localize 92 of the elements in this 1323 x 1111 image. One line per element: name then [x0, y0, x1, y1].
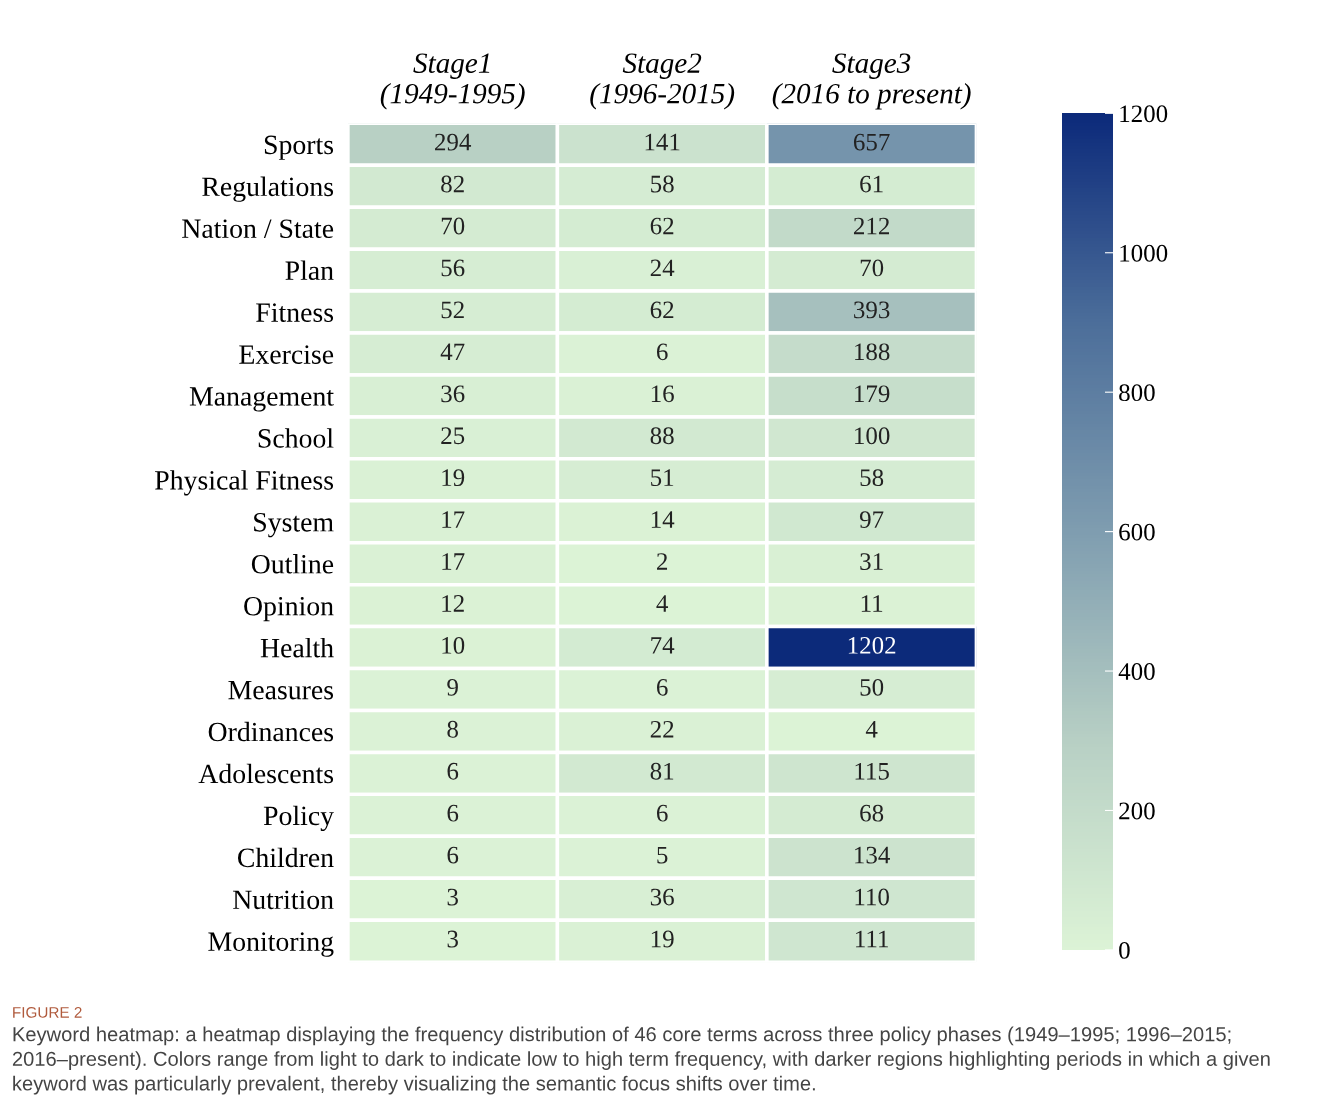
- data-label: 81: [650, 762, 674, 780]
- data-label: 11: [861, 595, 883, 612]
- data-label: 134: [855, 846, 890, 864]
- y-tick-label: Physical Fitness: [155, 470, 334, 496]
- data-label: 10: [442, 636, 465, 654]
- data-label: 62: [650, 301, 674, 319]
- y-tick-label: Sports: [264, 135, 334, 160]
- data-label: 25: [441, 427, 465, 445]
- data-label: 50: [860, 678, 884, 696]
- y-tick-label: Exercise: [239, 345, 334, 364]
- data-label: 56: [441, 259, 465, 277]
- data-label: 61: [860, 175, 883, 193]
- data-label: 6: [447, 846, 459, 864]
- data-label: 6: [656, 678, 668, 696]
- color-bar-label: 400: [1118, 663, 1155, 680]
- data-label: 62: [650, 217, 674, 235]
- y-tick-label: Nutrition: [233, 890, 334, 910]
- data-label: 212: [853, 217, 890, 235]
- color-bar-label: 1200: [1120, 105, 1168, 123]
- data-label: 110: [855, 888, 889, 906]
- color-bar-label: 200: [1119, 802, 1155, 820]
- caption: FIGURE 2: [13, 1006, 82, 1018]
- data-label: 6: [656, 804, 668, 822]
- data-label: 24: [650, 259, 675, 277]
- data-label: 36: [650, 888, 674, 906]
- data-label: 4: [656, 595, 669, 612]
- data-label: 17: [442, 553, 465, 570]
- data-label: 179: [855, 385, 890, 403]
- color-bar-label: 600: [1119, 523, 1155, 541]
- data-label: 14: [651, 511, 675, 528]
- data-label: 58: [860, 469, 884, 487]
- y-tick-label: Management: [189, 387, 334, 412]
- data-label: 115: [855, 762, 889, 780]
- y-tick-label: Measures: [228, 680, 334, 700]
- data-label: 657: [853, 133, 890, 151]
- data-label: 51: [651, 469, 674, 487]
- data-label: 9: [447, 678, 458, 696]
- y-tick-label: System: [254, 512, 334, 538]
- y-tick-label: Nation / State: [182, 219, 334, 239]
- data-label: 70: [860, 259, 884, 277]
- data-label: 31: [860, 553, 883, 570]
- data-label: 1202: [848, 636, 896, 654]
- data-label: 36: [441, 385, 465, 403]
- data-label: 68: [860, 804, 884, 822]
- data-label: 47: [440, 343, 465, 360]
- data-label: 17: [442, 511, 465, 528]
- data-label: 70: [441, 217, 465, 235]
- data-label: 2: [657, 553, 668, 570]
- y-tick-label: Fitness: [256, 303, 334, 322]
- y-tick-label: Monitoring: [208, 932, 334, 957]
- data-label: 6: [447, 762, 459, 780]
- data-label: 3: [447, 930, 458, 948]
- data-label: 12: [442, 595, 464, 612]
- x-tick-label: Stage2 (1996-2015): [590, 53, 735, 110]
- data-label: 19: [651, 930, 674, 948]
- data-label: 6: [447, 804, 459, 822]
- data-label: 4: [865, 721, 878, 738]
- data-label: 22: [650, 720, 674, 738]
- data-label: 100: [855, 427, 890, 445]
- data-label: 5: [657, 846, 668, 864]
- y-tick-label: Children: [237, 847, 334, 868]
- y-tick-label: Opinion: [244, 596, 334, 622]
- y-tick-label: Policy: [263, 805, 334, 831]
- data-label: 88: [650, 427, 674, 445]
- data-label: 52: [441, 301, 464, 319]
- data-label: 111: [856, 930, 888, 948]
- data-label: 393: [854, 301, 890, 319]
- y-tick-label: Plan: [285, 260, 334, 281]
- data-label: 82: [441, 175, 464, 193]
- data-label: 8: [447, 720, 458, 738]
- data-label: 74: [651, 637, 675, 654]
- y-tick-label: Outline: [251, 554, 334, 574]
- data-label: 141: [645, 133, 680, 151]
- color-bar-label: 800: [1119, 384, 1155, 402]
- x-tick-label: Stage3 (2016 to present): [772, 53, 971, 110]
- data-label: 19: [442, 469, 465, 487]
- data-label: 3: [447, 888, 458, 906]
- data-label: 16: [651, 385, 674, 403]
- x-tick-label: Stage1 (1949-1995): [380, 53, 525, 110]
- y-tick-label: Health: [260, 637, 334, 658]
- data-label: 6: [656, 343, 668, 361]
- data-label: 58: [651, 175, 674, 193]
- data-label: 294: [435, 133, 472, 151]
- y-tick-label: Adolescents: [198, 763, 334, 784]
- y-tick-label: School: [258, 428, 334, 448]
- color-bar-label: 0: [1119, 941, 1130, 959]
- color-bar-label: 1000: [1120, 244, 1168, 262]
- data-label: 188: [855, 343, 890, 361]
- y-tick-label: Regulations: [202, 176, 334, 202]
- y-tick-label: Ordinances: [208, 721, 334, 742]
- text: Keyword heatmap: a heatmap displaying the frequency distribution of 46 core terms across three policy phases (1949–1995; 1996–2015; 2016–present). Colors range from light to dark to indicate low to high term frequency, with darker regions highlighting periods in which a given keyword was particularly prevalent, thereby visualizing the semantic focus shifts over time.: [12, 1026, 1270, 1095]
- data-label: 97: [859, 511, 884, 529]
